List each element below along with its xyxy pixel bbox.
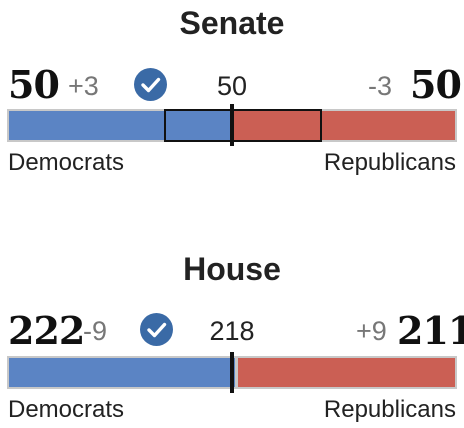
house-majority-threshold: 218: [209, 316, 255, 346]
senate-rep-segment: [232, 111, 455, 140]
senate-majority-threshold: 50: [216, 71, 248, 101]
senate-dem-segment: [9, 111, 232, 140]
house-rep-seats: 211: [397, 308, 464, 353]
senate-dem-change: +3: [68, 71, 99, 101]
house-dem-change: -9: [83, 316, 108, 346]
senate-dem-seats: 50: [8, 62, 60, 107]
senate-rep-change: -3: [368, 71, 393, 101]
house-rep-segment: [238, 358, 455, 387]
senate-dem-label: Democrats: [8, 149, 125, 176]
senate-title: Senate: [179, 5, 285, 41]
house-rep-change: +9: [356, 316, 387, 346]
senate-rep-seats: 50: [410, 62, 462, 107]
senate-rep-label: Republicans: [323, 149, 456, 176]
house-title: House: [183, 251, 281, 287]
senate-seats-up-outline: [164, 109, 322, 142]
senate-majority-line: [230, 104, 234, 146]
house-dem-seats: 222: [8, 308, 85, 353]
house-rep-label: Republicans: [323, 396, 456, 423]
house-dem-label: Democrats: [8, 396, 125, 423]
winner-check-icon: [140, 313, 173, 346]
house-dem-segment: [9, 358, 235, 387]
house-majority-line: [230, 352, 234, 393]
winner-check-icon: [134, 68, 167, 101]
